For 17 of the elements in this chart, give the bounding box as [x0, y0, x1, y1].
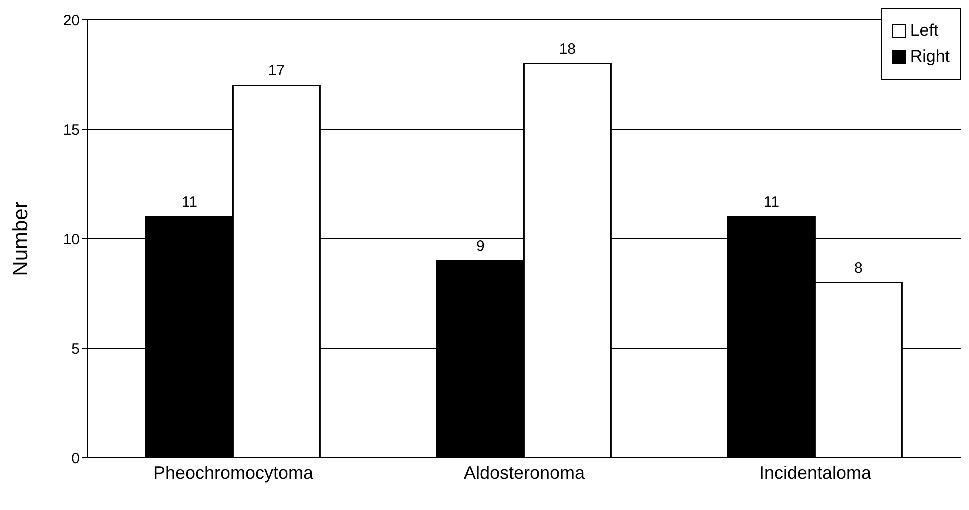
data-label: 8 [854, 260, 863, 277]
data-label: 18 [559, 40, 576, 58]
y-axis-title: Number [9, 202, 32, 276]
y-tick-label: 10 [63, 231, 80, 248]
x-tick-label: Incidentaloma [759, 462, 873, 483]
x-tick-label: Pheochromocytoma [153, 462, 315, 483]
data-label: 11 [764, 194, 780, 212]
data-label: 9 [476, 238, 485, 255]
data-label: 17 [268, 62, 286, 80]
x-tick-label: Aldosteronoma [464, 462, 586, 483]
y-tick-label: 15 [63, 122, 80, 139]
y-tick-label: 20 [63, 12, 80, 30]
y-tick-label: 5 [72, 340, 80, 358]
data-label: 11 [182, 194, 198, 212]
legend-label: Left [910, 21, 939, 41]
y-tick-label: 0 [72, 450, 80, 468]
legend-label: Right [910, 47, 950, 67]
